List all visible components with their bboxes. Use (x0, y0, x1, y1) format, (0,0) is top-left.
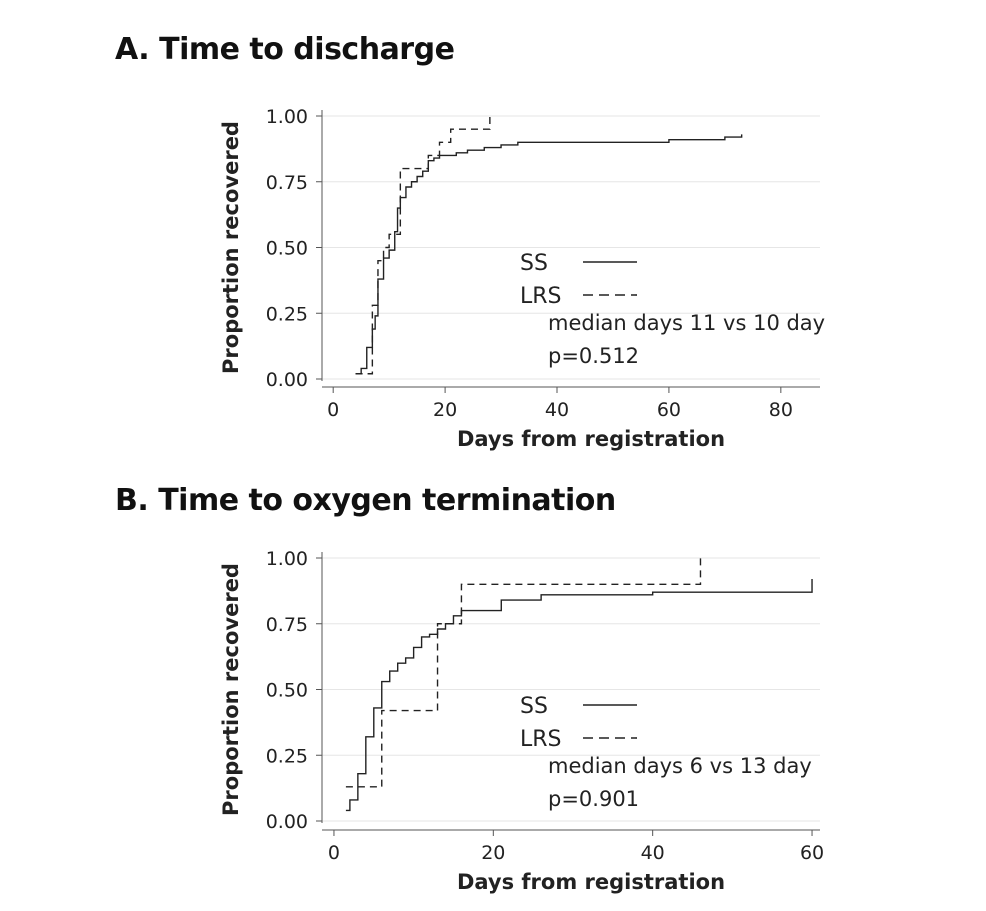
km-curve-lrs (355, 116, 491, 375)
y-tick-label: 0.75 (266, 172, 308, 194)
legend-label-lrs: LRS (520, 727, 562, 752)
panel-b-title: B. Time to oxygen termination (115, 483, 616, 518)
x-tick-label: 0 (328, 842, 340, 864)
y-tick-label: 1.00 (266, 548, 308, 570)
y-axis-label: Proportion recovered (219, 121, 243, 374)
y-tick-label: 0.25 (266, 745, 308, 767)
x-tick-label: 40 (545, 399, 569, 421)
legend-label-lrs: LRS (520, 284, 562, 309)
x-tick-label: 0 (327, 399, 339, 421)
legend-label-ss: SS (520, 251, 548, 276)
y-tick-label: 0.75 (266, 614, 308, 636)
y-axis-label: Proportion recovered (219, 563, 243, 816)
y-tick-label: 1.00 (266, 106, 308, 128)
median-annotation: median days 6 vs 13 day (548, 754, 812, 778)
p-value-annotation: p=0.512 (548, 344, 639, 368)
y-tick-label: 0.50 (266, 680, 308, 702)
x-tick-label: 60 (800, 842, 824, 864)
y-tick-label: 0.00 (266, 811, 308, 833)
x-tick-label: 60 (657, 399, 681, 421)
x-tick-label: 20 (481, 842, 505, 864)
km-curve-ss (345, 579, 813, 812)
y-tick-label: 0.50 (266, 238, 308, 260)
km-curve-ss (355, 134, 743, 375)
y-tick-label: 0.25 (266, 303, 308, 325)
y-tick-label: 0.00 (266, 369, 308, 391)
x-tick-label: 20 (433, 399, 457, 421)
x-axis-label: Days from registration (457, 427, 725, 451)
x-tick-label: 40 (641, 842, 665, 864)
x-tick-label: 80 (769, 399, 793, 421)
x-axis-label: Days from registration (457, 870, 725, 894)
panel-a-title: A. Time to discharge (115, 32, 455, 67)
km-curve-lrs (345, 558, 702, 788)
legend-label-ss: SS (520, 694, 548, 719)
p-value-annotation: p=0.901 (548, 787, 639, 811)
median-annotation: median days 11 vs 10 day (548, 311, 825, 335)
